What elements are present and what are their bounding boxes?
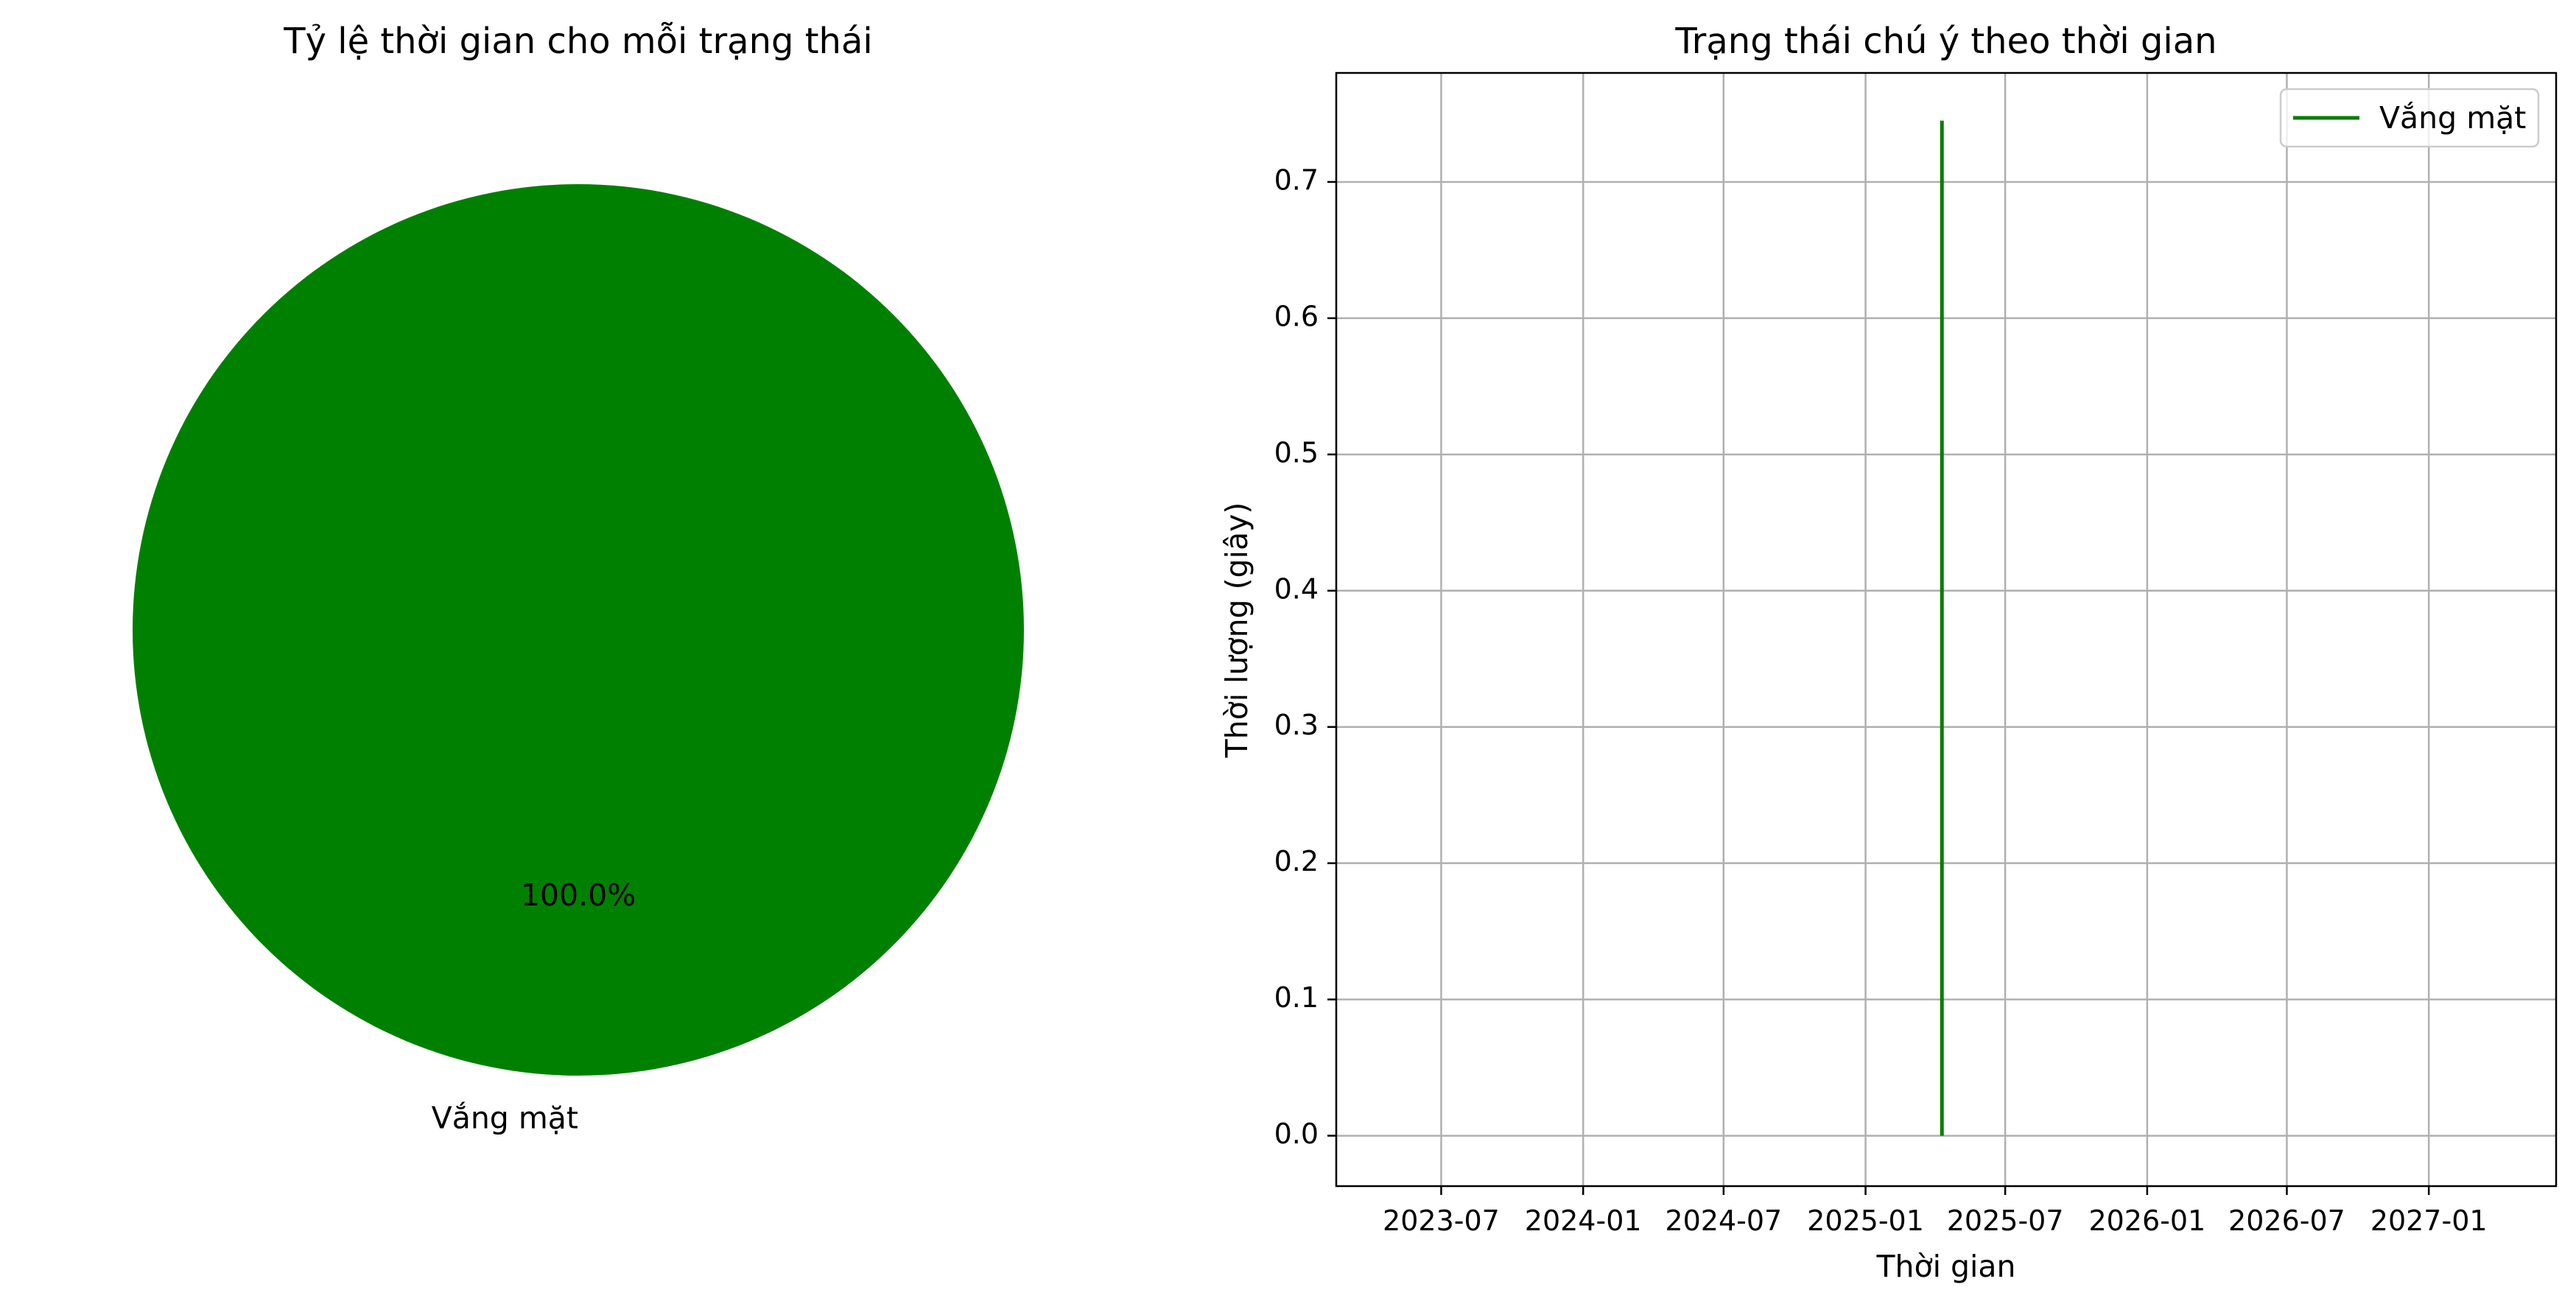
y-tick-label: 0.6 (1274, 300, 1319, 332)
line-chart: Trạng thái chú ý theo thời gian 2023-07 2… (1219, 21, 2558, 1284)
x-tick-label: 2025-07 (1947, 1205, 2064, 1237)
legend: Vắng mặt (2279, 88, 2540, 148)
pie-percent-label: 100.0% (521, 877, 636, 913)
pie-slices (133, 184, 1024, 1076)
x-tick-label: 2024-01 (1525, 1205, 1642, 1237)
x-tick-label: 2027-01 (2370, 1205, 2488, 1237)
y-tick-label: 0.2 (1274, 845, 1319, 877)
y-axis-label: Thời lượng (giây) (1219, 502, 1254, 759)
y-tick-label: 0.5 (1274, 436, 1319, 469)
x-tick-label: 2023-07 (1383, 1205, 1500, 1237)
y-ticks: 0.0 0.1 0.2 0.3 0.4 0.5 0.6 0.7 (1274, 164, 1336, 1150)
x-tick-label: 2026-07 (2228, 1205, 2345, 1237)
y-tick-label: 0.3 (1274, 709, 1319, 741)
y-tick-label: 0.4 (1274, 572, 1319, 605)
pie-slice-label: Vắng mặt (432, 1101, 578, 1136)
x-tick-label: 2025-01 (1807, 1205, 1924, 1237)
pie-slice (133, 184, 1024, 1076)
legend-frame (2279, 88, 2540, 148)
y-tick-label: 0.7 (1274, 164, 1319, 196)
grid-lines (1336, 73, 2556, 1186)
y-tick-label: 0.0 (1274, 1118, 1319, 1150)
pie-title: Tỷ lệ thời gian cho mỗi trạng thái (283, 21, 872, 62)
legend-label: Vắng mặt (2379, 100, 2526, 136)
pie-chart: Tỷ lệ thời gian cho mỗi trạng thái Vắng … (133, 21, 1024, 1136)
line-chart-title: Trạng thái chú ý theo thời gian (1674, 21, 2217, 62)
y-tick-label: 0.1 (1274, 981, 1319, 1014)
pie-texts: Vắng mặt 100.0% (432, 877, 636, 1136)
plot-frame (1335, 71, 2558, 1188)
x-tick-label: 2026-01 (2088, 1205, 2205, 1237)
x-ticks: 2023-07 2024-01 2024-07 2025-01 2025-07 2026-… (1383, 1186, 2488, 1237)
x-tick-label: 2024-07 (1665, 1205, 1782, 1237)
x-axis-label: Thời gian (1875, 1249, 2015, 1284)
